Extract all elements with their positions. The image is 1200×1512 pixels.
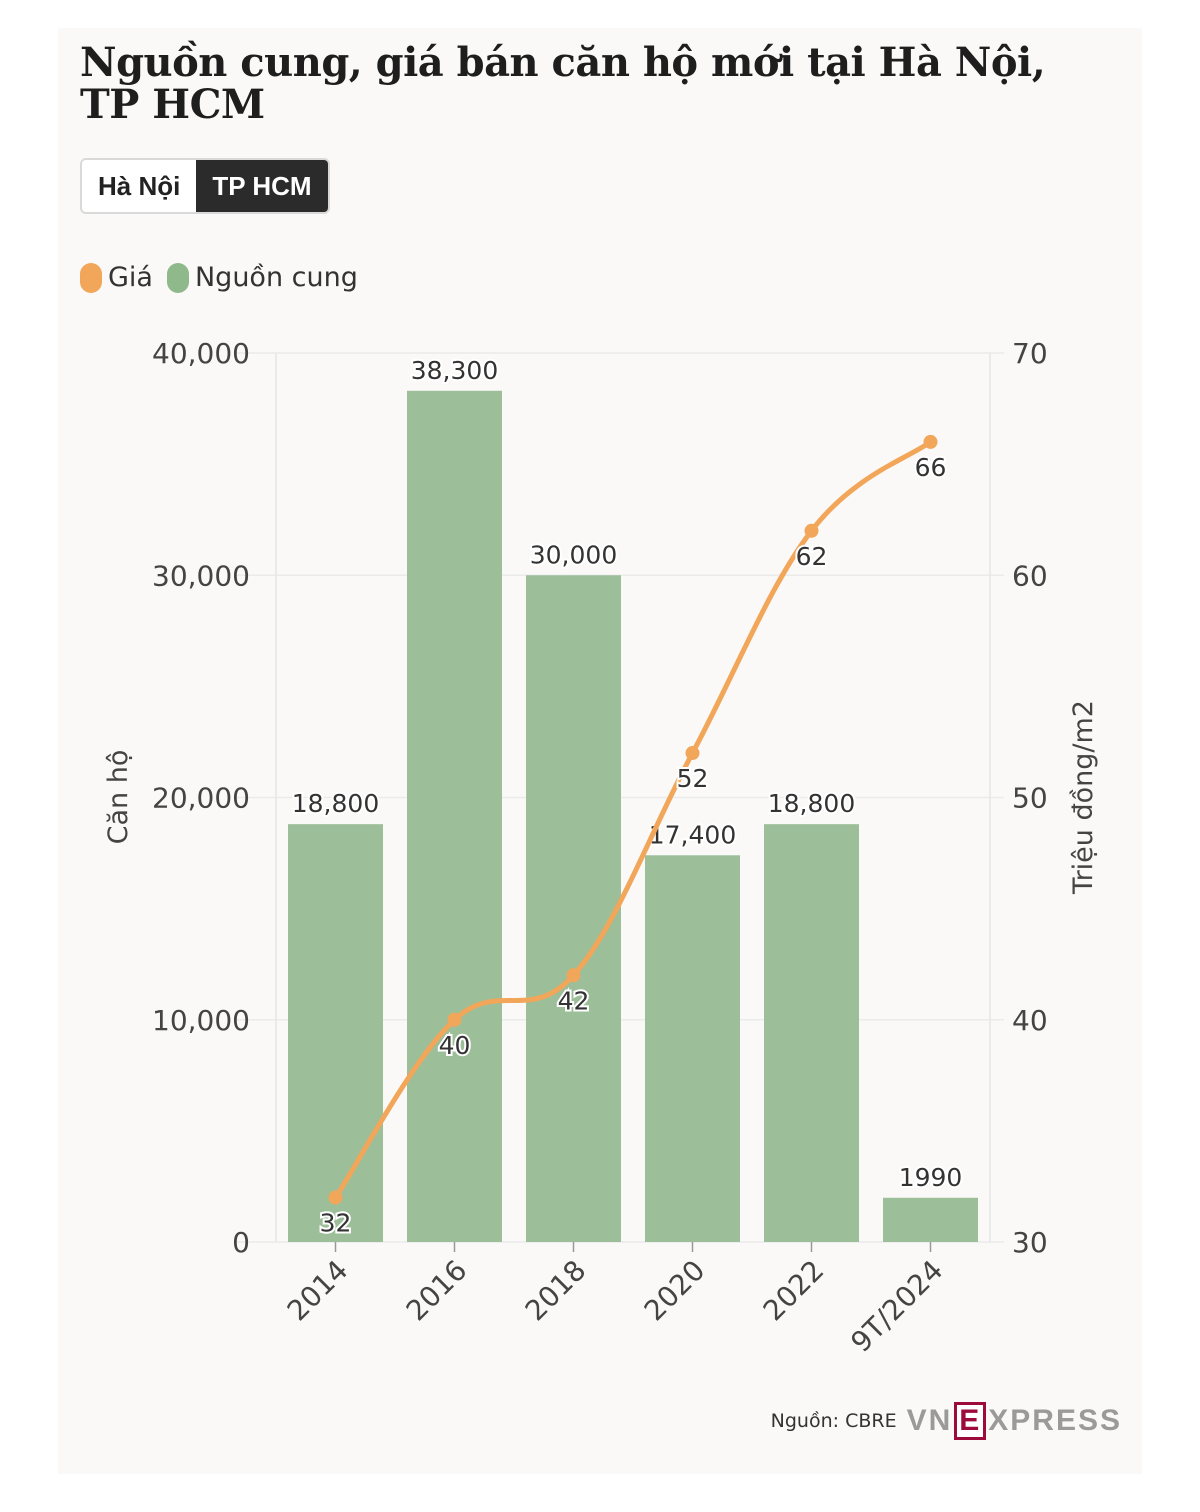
logo-text-left: VN [906, 1404, 953, 1437]
x-tick-label: 2018 [519, 1254, 593, 1328]
x-tick-label: 2022 [757, 1254, 831, 1328]
price-point [328, 1190, 343, 1205]
y-left-tick-label: 40,000 [152, 337, 250, 370]
logo-e-box: E [954, 1402, 987, 1440]
price-point [804, 523, 819, 538]
bar [764, 824, 859, 1242]
price-data-label: 62 [796, 542, 828, 571]
bar-data-label: 18,800 [768, 789, 855, 818]
region-tabs: Hà Nội TP HCM [80, 158, 330, 214]
bar-data-label: 30,000 [530, 540, 617, 569]
y-right-axis-title: Triệu đồng/m2 [1068, 700, 1099, 895]
y-right-tick-label: 50 [1012, 782, 1048, 815]
y-left-tick-label: 20,000 [152, 782, 250, 815]
y-right-tick-label: 70 [1012, 337, 1048, 370]
price-point [923, 434, 938, 449]
vnexpress-logo[interactable]: VN E XPRESS [907, 1402, 1122, 1440]
bar [526, 575, 621, 1242]
bar [407, 390, 502, 1243]
y-right-tick-label: 40 [1012, 1004, 1048, 1037]
price-data-label: 40 [439, 1031, 471, 1060]
y-left-tick-label: 0 [232, 1226, 250, 1259]
legend-swatch-nguon-cung [166, 262, 189, 293]
x-tick-label: 2016 [400, 1254, 474, 1328]
logo-text-right: XPRESS [988, 1404, 1122, 1437]
legend-label-gia: Giá [108, 262, 153, 293]
price-data-label: 52 [677, 764, 709, 793]
legend-swatch-gia [80, 262, 102, 293]
chart-legend: Giá Nguồn cung [80, 262, 372, 293]
price-data-label: 66 [915, 453, 947, 482]
source-note: Nguồn: CBRE [770, 1410, 897, 1432]
bar [645, 855, 740, 1242]
legend-item-nguon-cung[interactable]: Nguồn cung [166, 262, 358, 293]
price-data-label: 32 [320, 1209, 352, 1238]
y-left-tick-label: 10,000 [152, 1004, 250, 1037]
price-data-label: 42 [558, 986, 590, 1015]
legend-item-gia[interactable]: Giá [80, 262, 153, 293]
price-point [566, 968, 581, 983]
footer: Nguồn: CBRE VN E XPRESS [771, 1402, 1122, 1440]
combo-chart: 0 10,000 20,000 30,000 40,000 30 40 50 60 70 Căn h… [103, 337, 1099, 1359]
y-left-tick-label: 30,000 [152, 559, 250, 592]
y-left-axis-title: Căn hộ [103, 750, 134, 845]
chart-title: Nguồn cung, giá bán căn hộ mới tại Hà Nộ… [80, 39, 1046, 128]
bar-data-label: 1990 [899, 1163, 963, 1192]
bar-data-label: 18,800 [292, 789, 379, 818]
tab-ha-noi[interactable]: Hà Nội [82, 160, 197, 212]
bar-data-label: 17,400 [649, 820, 736, 849]
legend-label-nguon-cung: Nguồn cung [194, 262, 358, 293]
y-right-tick-label: 30 [1012, 1226, 1048, 1259]
y-right-tick-label: 60 [1012, 559, 1048, 592]
tab-tp-hcm[interactable]: TP HCM [196, 160, 328, 212]
price-point [447, 1012, 462, 1027]
bar-data-label: 38,300 [411, 356, 498, 385]
x-tick-label: 2014 [281, 1254, 355, 1328]
x-tick-label: 9T/2024 [844, 1254, 949, 1359]
bar [883, 1197, 978, 1242]
bar [288, 824, 383, 1242]
price-point [685, 746, 700, 761]
x-tick-label: 2020 [638, 1254, 712, 1328]
